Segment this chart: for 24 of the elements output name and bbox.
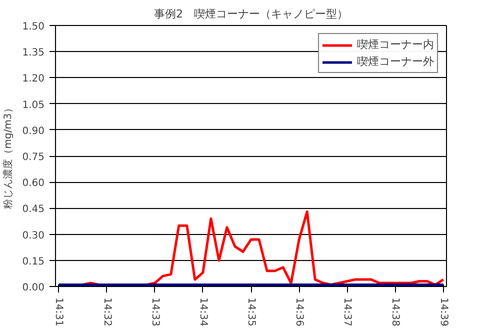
x-tick-label: 14:32 bbox=[101, 298, 112, 326]
y-tick-label: 0.30 bbox=[22, 230, 44, 242]
x-tick-label: 14:36 bbox=[294, 298, 305, 326]
y-tick-label: 0.90 bbox=[22, 126, 44, 137]
chart-title: 事例2 喫煙コーナー（キャノピー型） bbox=[154, 8, 348, 20]
y-tick-label: 1.05 bbox=[22, 100, 44, 111]
y-tick-label: 0.60 bbox=[22, 178, 44, 190]
y-tick-label: 0.45 bbox=[22, 204, 44, 216]
x-tick-label: 14:31 bbox=[53, 298, 64, 326]
x-tick-label: 14:35 bbox=[246, 298, 256, 326]
y-tick-label: 1.50 bbox=[22, 22, 44, 32]
y-axis-title: 粉じん濃度（mg/m3） bbox=[2, 103, 14, 209]
x-tick-label: 14:34 bbox=[197, 298, 208, 326]
y-tick-label: 1.20 bbox=[22, 74, 44, 85]
legend-label: 喫煙コーナー内 bbox=[357, 37, 434, 52]
y-tick-label: 0.75 bbox=[22, 152, 44, 163]
y-tick-label: 0.15 bbox=[22, 256, 44, 268]
x-tick-label: 14:38 bbox=[390, 298, 401, 326]
y-tick-label: 0.00 bbox=[22, 282, 44, 294]
x-tick-label: 14:37 bbox=[342, 298, 353, 326]
x-tick-label: 14:39 bbox=[438, 298, 449, 326]
legend-label: 喫煙コーナー外 bbox=[357, 54, 434, 69]
x-tick-label: 14:33 bbox=[149, 298, 160, 326]
y-tick-label: 1.35 bbox=[22, 48, 44, 59]
